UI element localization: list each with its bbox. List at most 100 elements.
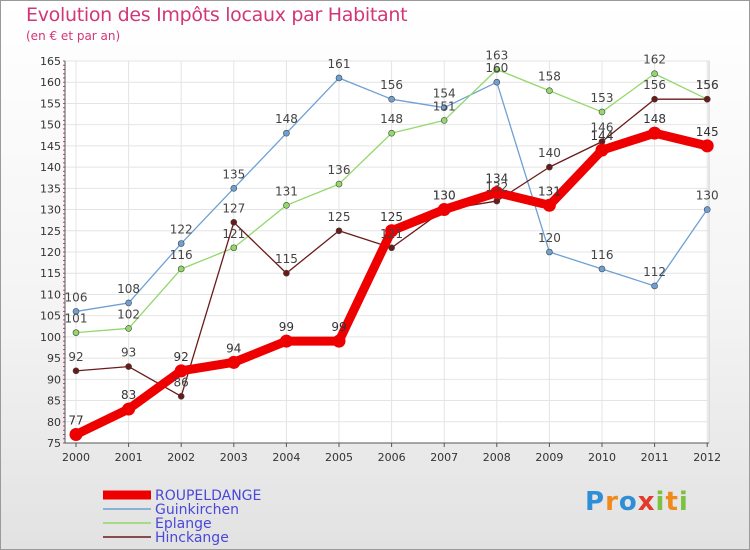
y-minor-tick (63, 115, 65, 117)
data-point (335, 180, 343, 188)
y-minor-tick (63, 230, 65, 232)
data-label: 154 (433, 87, 456, 101)
y-minor-tick (63, 213, 65, 215)
data-point (388, 244, 395, 252)
y-minor-tick (63, 357, 65, 359)
y-tick-label: 100 (40, 331, 61, 344)
y-tick-label: 120 (40, 246, 61, 259)
data-point (440, 117, 448, 124)
y-minor-tick (63, 298, 65, 300)
y-minor-tick (63, 315, 65, 317)
y-minor-tick (63, 361, 65, 363)
data-point (283, 269, 290, 277)
data-point (174, 364, 188, 378)
y-minor-tick (63, 192, 65, 194)
data-label: 156 (696, 78, 719, 92)
data-point (230, 244, 238, 252)
data-label: 161 (328, 57, 351, 71)
data-point (125, 363, 132, 370)
y-minor-tick (63, 196, 65, 198)
y-minor-tick (63, 349, 65, 351)
x-tick-label: 2010 (588, 451, 616, 464)
y-minor-tick (63, 102, 65, 104)
data-point (595, 143, 609, 157)
data-label: 94 (226, 341, 241, 355)
data-label: 99 (331, 320, 346, 334)
y-minor-tick (63, 221, 65, 223)
data-label: 145 (696, 125, 719, 139)
data-point (651, 95, 658, 103)
y-minor-tick (63, 366, 65, 368)
data-point (388, 129, 395, 137)
y-tick-label: 115 (40, 267, 61, 280)
y-minor-tick (63, 217, 65, 219)
x-tick-label: 2009 (535, 451, 563, 464)
y-minor-tick (63, 387, 65, 389)
data-label: 130 (433, 189, 456, 203)
x-tick-label: 2001 (115, 451, 143, 464)
data-point (72, 367, 80, 375)
y-minor-tick (63, 391, 65, 393)
y-minor-tick (63, 141, 65, 143)
y-minor-tick (63, 285, 65, 287)
data-label: 92 (174, 350, 189, 364)
y-minor-tick (63, 417, 65, 419)
legend-label-hinckange: Hinckange (155, 530, 229, 546)
data-point (598, 265, 606, 273)
data-label: 121 (380, 227, 403, 241)
y-tick-label: 105 (40, 310, 61, 323)
data-point (700, 139, 714, 153)
x-tick-label: 2006 (378, 451, 406, 464)
y-minor-tick (63, 302, 65, 304)
data-label: 148 (643, 112, 666, 126)
logo-letter: r (605, 487, 619, 517)
data-label: 136 (328, 163, 351, 177)
y-minor-tick (63, 421, 65, 423)
y-minor-tick (63, 383, 65, 385)
y-tick-label: 80 (47, 416, 61, 429)
y-minor-tick (63, 64, 65, 66)
y-minor-tick (63, 442, 65, 444)
y-tick-label: 145 (40, 140, 61, 153)
y-minor-tick (63, 111, 65, 113)
legend-label-roupeldange: ROUPELDANGE (155, 488, 261, 504)
data-point (230, 218, 238, 226)
data-label: 116 (591, 248, 614, 262)
y-minor-tick (63, 247, 65, 249)
data-label: 156 (380, 78, 403, 92)
x-tick-label: 2000 (62, 451, 90, 464)
y-minor-tick (63, 370, 65, 372)
data-point (230, 185, 238, 192)
data-label: 140 (538, 146, 561, 160)
y-minor-tick (63, 145, 65, 147)
y-tick-label: 155 (40, 97, 61, 110)
y-minor-tick (63, 327, 65, 329)
y-minor-tick (63, 323, 65, 325)
data-point (332, 334, 346, 348)
data-label: 134 (485, 172, 508, 186)
y-minor-tick (63, 200, 65, 202)
y-minor-tick (63, 289, 65, 291)
y-minor-tick (63, 259, 65, 261)
data-label: 122 (170, 223, 193, 237)
data-label: 160 (485, 61, 508, 75)
y-minor-tick (63, 268, 65, 270)
y-minor-tick (63, 281, 65, 283)
y-minor-tick (63, 408, 65, 410)
y-tick-label: 165 (40, 55, 61, 68)
data-point (335, 74, 343, 82)
logo-letter: x (637, 487, 656, 517)
y-minor-tick (63, 429, 65, 431)
data-point (385, 224, 399, 238)
y-minor-tick (63, 404, 65, 406)
data-point (283, 129, 290, 137)
data-label: 120 (538, 231, 561, 245)
data-point (177, 393, 185, 400)
y-minor-tick (63, 344, 65, 346)
y-minor-tick (63, 60, 65, 62)
y-minor-tick (63, 162, 65, 164)
data-label: 162 (643, 53, 666, 67)
data-label: 106 (65, 290, 88, 304)
y-tick-label: 130 (40, 204, 61, 217)
